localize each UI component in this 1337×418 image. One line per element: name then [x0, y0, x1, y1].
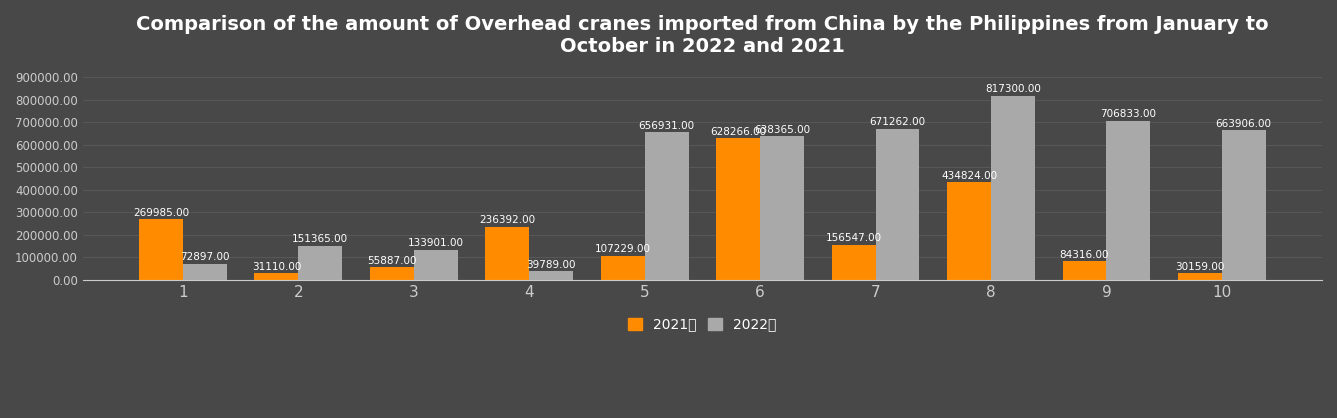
- Text: 72897.00: 72897.00: [180, 252, 230, 262]
- Text: 55887.00: 55887.00: [368, 256, 417, 266]
- Text: 706833.00: 706833.00: [1100, 110, 1157, 119]
- Bar: [1222, 130, 1266, 280]
- Bar: [370, 268, 413, 280]
- Bar: [254, 273, 298, 280]
- Bar: [1178, 273, 1222, 280]
- Text: 434824.00: 434824.00: [941, 171, 997, 181]
- Bar: [1063, 261, 1107, 280]
- Text: 133901.00: 133901.00: [408, 238, 464, 248]
- Text: 663906.00: 663906.00: [1215, 119, 1271, 129]
- Legend: 2021年, 2022年: 2021年, 2022年: [623, 312, 782, 337]
- Text: 817300.00: 817300.00: [985, 84, 1040, 94]
- Text: 269985.00: 269985.00: [132, 208, 189, 218]
- Text: 236392.00: 236392.00: [479, 215, 535, 225]
- Bar: [717, 138, 759, 280]
- Bar: [759, 136, 804, 280]
- Text: 656931.00: 656931.00: [639, 120, 695, 130]
- Bar: [1107, 121, 1150, 280]
- Bar: [644, 132, 689, 280]
- Bar: [947, 182, 991, 280]
- Text: 84316.00: 84316.00: [1060, 250, 1110, 260]
- Text: 39789.00: 39789.00: [527, 260, 576, 270]
- Text: 638365.00: 638365.00: [754, 125, 810, 135]
- Bar: [183, 263, 227, 280]
- Title: Comparison of the amount of Overhead cranes imported from China by the Philippin: Comparison of the amount of Overhead cra…: [136, 15, 1269, 56]
- Text: 151365.00: 151365.00: [293, 234, 349, 245]
- Text: 30159.00: 30159.00: [1175, 262, 1225, 272]
- Bar: [413, 250, 457, 280]
- Bar: [139, 219, 183, 280]
- Bar: [991, 96, 1035, 280]
- Bar: [600, 256, 644, 280]
- Bar: [832, 245, 876, 280]
- Bar: [485, 227, 529, 280]
- Text: 671262.00: 671262.00: [869, 117, 925, 127]
- Text: 107229.00: 107229.00: [595, 245, 651, 255]
- Bar: [298, 246, 342, 280]
- Text: 628266.00: 628266.00: [710, 127, 766, 137]
- Bar: [876, 129, 920, 280]
- Text: 31110.00: 31110.00: [251, 262, 301, 272]
- Bar: [529, 271, 574, 280]
- Text: 156547.00: 156547.00: [825, 233, 881, 243]
